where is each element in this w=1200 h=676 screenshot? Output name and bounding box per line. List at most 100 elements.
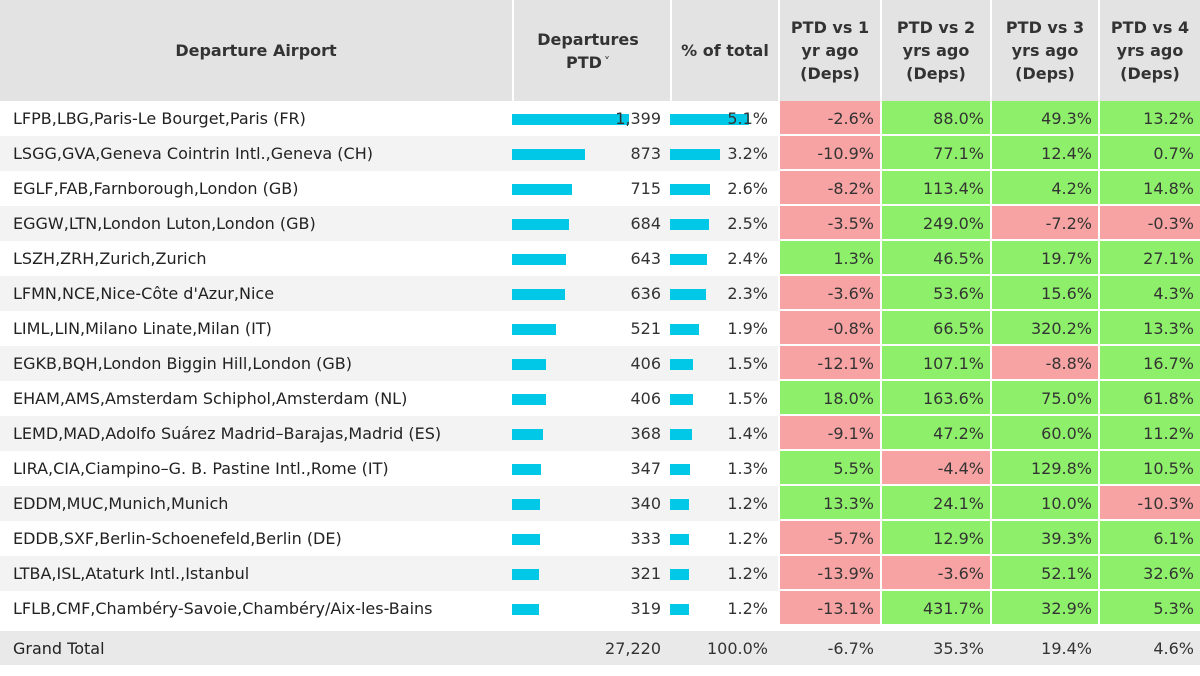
table-row[interactable]: LFLB,CMF,Chambéry-Savoie,Chambéry/Aix-le… [0, 591, 1200, 627]
grand-total-label: Grand Total [13, 639, 105, 658]
column-header-7[interactable]: PTD vs 4 yrs ago (Deps) [1098, 0, 1200, 101]
change-vs-2-yr-cell: -4.4% [880, 451, 990, 487]
share-value: 1.3% [727, 459, 768, 479]
airport-name: LSGG,GVA,Geneva Cointrin Intl.,Geneva (C… [13, 144, 373, 164]
departures-value: 319 [630, 599, 661, 619]
change-vs-1-yr-cell: -8.2% [778, 171, 880, 207]
departures-bar [512, 289, 566, 301]
change-vs-3-yr-cell: 32.9% [990, 591, 1098, 627]
airport-name: LIML,LIN,Milano Linate,Milan (IT) [13, 319, 272, 339]
change-vs-1-yr-cell: 18.0% [778, 381, 880, 417]
change-vs-3-yr-cell: 12.4% [990, 136, 1098, 172]
change-vs-3-yr-cell: -8.8% [990, 346, 1098, 382]
table-row[interactable]: LTBA,ISL,Ataturk Intl.,Istanbul 321 1.2% -1… [0, 556, 1200, 592]
share-bar [670, 289, 706, 301]
column-header-text: % of total [680, 39, 770, 62]
departures-bar [512, 219, 570, 231]
column-header-label: PTD vs 2 yrs ago (Deps) [896, 18, 976, 83]
share-value: 2.6% [727, 179, 768, 199]
table-row[interactable]: LSZH,ZRH,Zurich,Zurich 643 2.4% 1.3% 46.5% 19… [0, 241, 1200, 277]
share-value: 1.5% [727, 389, 768, 409]
column-header-2[interactable]: Departures PTD ˅ [512, 0, 670, 101]
change-vs-4-yr-cell: 4.3% [1098, 276, 1200, 312]
column-header-text: Departures PTD ˅ [528, 28, 656, 74]
change-vs-1-yr-cell: -3.5% [778, 206, 880, 242]
change-vs-1-yr-cell: -5.7% [778, 521, 880, 557]
share-bar [670, 219, 709, 231]
table-row[interactable]: EDDB,SXF,Berlin-Schoenefeld,Berlin (DE) 3… [0, 521, 1200, 557]
change-vs-1-yr-cell: 5.5% [778, 451, 880, 487]
chevron-down-icon[interactable]: ˅ [603, 54, 610, 69]
change-vs-1-yr-cell: 13.3% [778, 486, 880, 522]
share-bar [670, 149, 720, 161]
airport-name: EGLF,FAB,Farnborough,London (GB) [13, 179, 299, 199]
change-vs-4-yr-cell: 0.7% [1098, 136, 1200, 172]
column-header-6[interactable]: PTD vs 3 yrs ago (Deps) [990, 0, 1098, 101]
grand-total-share: 100.0% [706, 639, 768, 658]
departures-value: 521 [630, 319, 661, 339]
share-value: 1.2% [727, 599, 768, 619]
change-vs-4-yr-cell: -10.3% [1098, 486, 1200, 522]
departures-value: 406 [630, 389, 661, 409]
airport-name: EGKB,BQH,London Biggin Hill,London (GB) [13, 354, 352, 374]
airport-name: EDDM,MUC,Munich,Munich [13, 494, 229, 514]
column-header-text: Departure Airport [106, 39, 406, 62]
column-header-label: Departures PTD [537, 29, 639, 72]
table-row[interactable]: LSGG,GVA,Geneva Cointrin Intl.,Geneva (C… [0, 136, 1200, 172]
departures-bar [512, 499, 541, 511]
departures-bar [512, 429, 543, 441]
departures-value: 321 [630, 564, 661, 584]
departures-bar [512, 569, 539, 581]
change-vs-1-yr-cell: -10.9% [778, 136, 880, 172]
change-vs-3-yr-cell: 60.0% [990, 416, 1098, 452]
share-value: 5.1% [727, 109, 768, 128]
table-row[interactable]: LIRA,CIA,Ciampino–G. B. Pastine Intl.,Ro… [0, 451, 1200, 487]
change-vs-2-yr-cell: 53.6% [880, 276, 990, 312]
departures-bar [512, 254, 566, 266]
change-vs-1-yr-cell: -13.9% [778, 556, 880, 592]
share-value: 2.3% [727, 284, 768, 304]
column-header-5[interactable]: PTD vs 2 yrs ago (Deps) [880, 0, 990, 101]
airport-name: LFMN,NCE,Nice-Côte d'Azur,Nice [13, 284, 275, 304]
airport-name: LFLB,CMF,Chambéry-Savoie,Chambéry/Aix-le… [13, 599, 433, 619]
table-row[interactable]: EGKB,BQH,London Biggin Hill,London (GB) 4… [0, 346, 1200, 382]
change-vs-1-yr-cell: 1.3% [778, 241, 880, 277]
table-row[interactable]: LFPB,LBG,Paris-Le Bourget,Paris (FR) 1,39… [0, 101, 1200, 136]
change-vs-2-yr-cell: 431.7% [880, 591, 990, 627]
change-vs-2-yr-cell: 163.6% [880, 381, 990, 417]
departures-value: 333 [630, 529, 661, 549]
change-vs-4-yr-cell: 10.5% [1098, 451, 1200, 487]
column-header-3[interactable]: % of total [670, 0, 778, 101]
column-header-4[interactable]: PTD vs 1 yr ago (Deps) [778, 0, 880, 101]
grand-total-row: Grand Total 27,220 100.0% -6.7% 35.3% 19.4% 4.… [0, 631, 1200, 665]
change-vs-2-yr-cell: 12.9% [880, 521, 990, 557]
change-vs-2-yr-cell: 88.0% [880, 101, 990, 136]
share-bar [670, 184, 711, 196]
grand-total-vs-3-yrs: 19.4% [1041, 639, 1092, 658]
table-row[interactable]: EGLF,FAB,Farnborough,London (GB) 715 2.6% -… [0, 171, 1200, 207]
share-bar [670, 429, 692, 441]
table-row[interactable]: LEMD,MAD,Adolfo Suárez Madrid–Barajas,Ma… [0, 416, 1200, 452]
departures-bar [512, 324, 556, 336]
change-vs-3-yr-cell: 39.3% [990, 521, 1098, 557]
table-row[interactable]: LFMN,NCE,Nice-Côte d'Azur,Nice 636 2.3% -3.… [0, 276, 1200, 312]
table-row[interactable]: EHAM,AMS,Amsterdam Schiphol,Amsterdam (N… [0, 381, 1200, 417]
table-row[interactable]: EDDM,MUC,Munich,Munich 340 1.2% 13.3% 24.1% 1… [0, 486, 1200, 522]
change-vs-2-yr-cell: 47.2% [880, 416, 990, 452]
change-vs-3-yr-cell: 4.2% [990, 171, 1098, 207]
share-value: 2.4% [727, 249, 768, 269]
column-header-text: PTD vs 3 yrs ago (Deps) [1000, 16, 1090, 85]
change-vs-3-yr-cell: 15.6% [990, 276, 1098, 312]
change-vs-3-yr-cell: 10.0% [990, 486, 1098, 522]
departures-value: 643 [630, 249, 661, 269]
change-vs-4-yr-cell: 61.8% [1098, 381, 1200, 417]
table-row[interactable]: EGGW,LTN,London Luton,London (GB) 684 2.5%… [0, 206, 1200, 242]
column-header-label: PTD vs 3 yrs ago (Deps) [1005, 18, 1085, 83]
change-vs-3-yr-cell: -7.2% [990, 206, 1098, 242]
share-value: 2.5% [727, 214, 768, 234]
change-vs-3-yr-cell: 49.3% [990, 101, 1098, 136]
table-row[interactable]: LIML,LIN,Milano Linate,Milan (IT) 521 1.9%… [0, 311, 1200, 347]
change-vs-2-yr-cell: 66.5% [880, 311, 990, 347]
column-header-1[interactable]: Departure Airport [0, 0, 512, 101]
